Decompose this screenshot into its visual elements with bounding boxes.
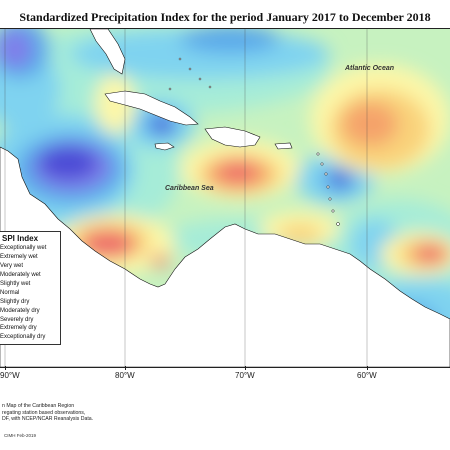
legend-items: Exceptionally wet Extremely wet Very wet… (0, 244, 60, 342)
legend-item: Slightly wet (0, 281, 31, 287)
legend-item: Extremely dry (0, 325, 37, 332)
spi-map: Atlantic Ocean Caribbean Sea (0, 28, 450, 368)
legend-item: Very wet (0, 263, 24, 270)
axis-label-60w: 60°W (357, 371, 377, 380)
axis-tick (245, 366, 246, 370)
caribbean-sea-label: Caribbean Sea (165, 185, 214, 192)
axis-label-80w: 80°W (115, 371, 135, 380)
atlantic-ocean-label: Atlantic Ocean (345, 65, 395, 72)
axis-label-90w: 90°W (0, 371, 20, 380)
axis-label-70w: 70°W (235, 371, 255, 380)
source-note: n Map of the Caribbean Region regating s… (2, 403, 162, 423)
axis-tick (5, 366, 6, 370)
map-title: Standardized Precipitation Index for the… (19, 10, 431, 24)
spi-legend: SPI Index Exceptionally wet Extremely we… (0, 231, 61, 345)
source-line: DF, with NCEP/NCAR Reanalysis Data. (2, 416, 94, 423)
legend-item: Slightly dry (0, 298, 30, 305)
source-line: n Map of the Caribbean Region (2, 403, 75, 409)
credit: CIMH Feb-2019 (4, 433, 37, 438)
legend-title: SPI Index (2, 234, 39, 243)
axis-tick (125, 366, 126, 370)
legend-item: Severely dry (0, 316, 34, 323)
axis-tick (367, 366, 368, 370)
legend-item: Normal (0, 289, 20, 296)
legend-item: Extremely wet (0, 254, 38, 261)
legend-item: Exceptionally wet (0, 245, 47, 252)
small-islands (168, 57, 340, 226)
legend-item: Exceptionally dry (0, 334, 46, 341)
spi-map-canvas (0, 29, 450, 367)
source-line: regating station based observations, (2, 409, 86, 416)
legend-item: Moderately dry (0, 307, 40, 314)
land-masses (0, 29, 450, 367)
legend-item: Moderately wet (0, 272, 41, 279)
